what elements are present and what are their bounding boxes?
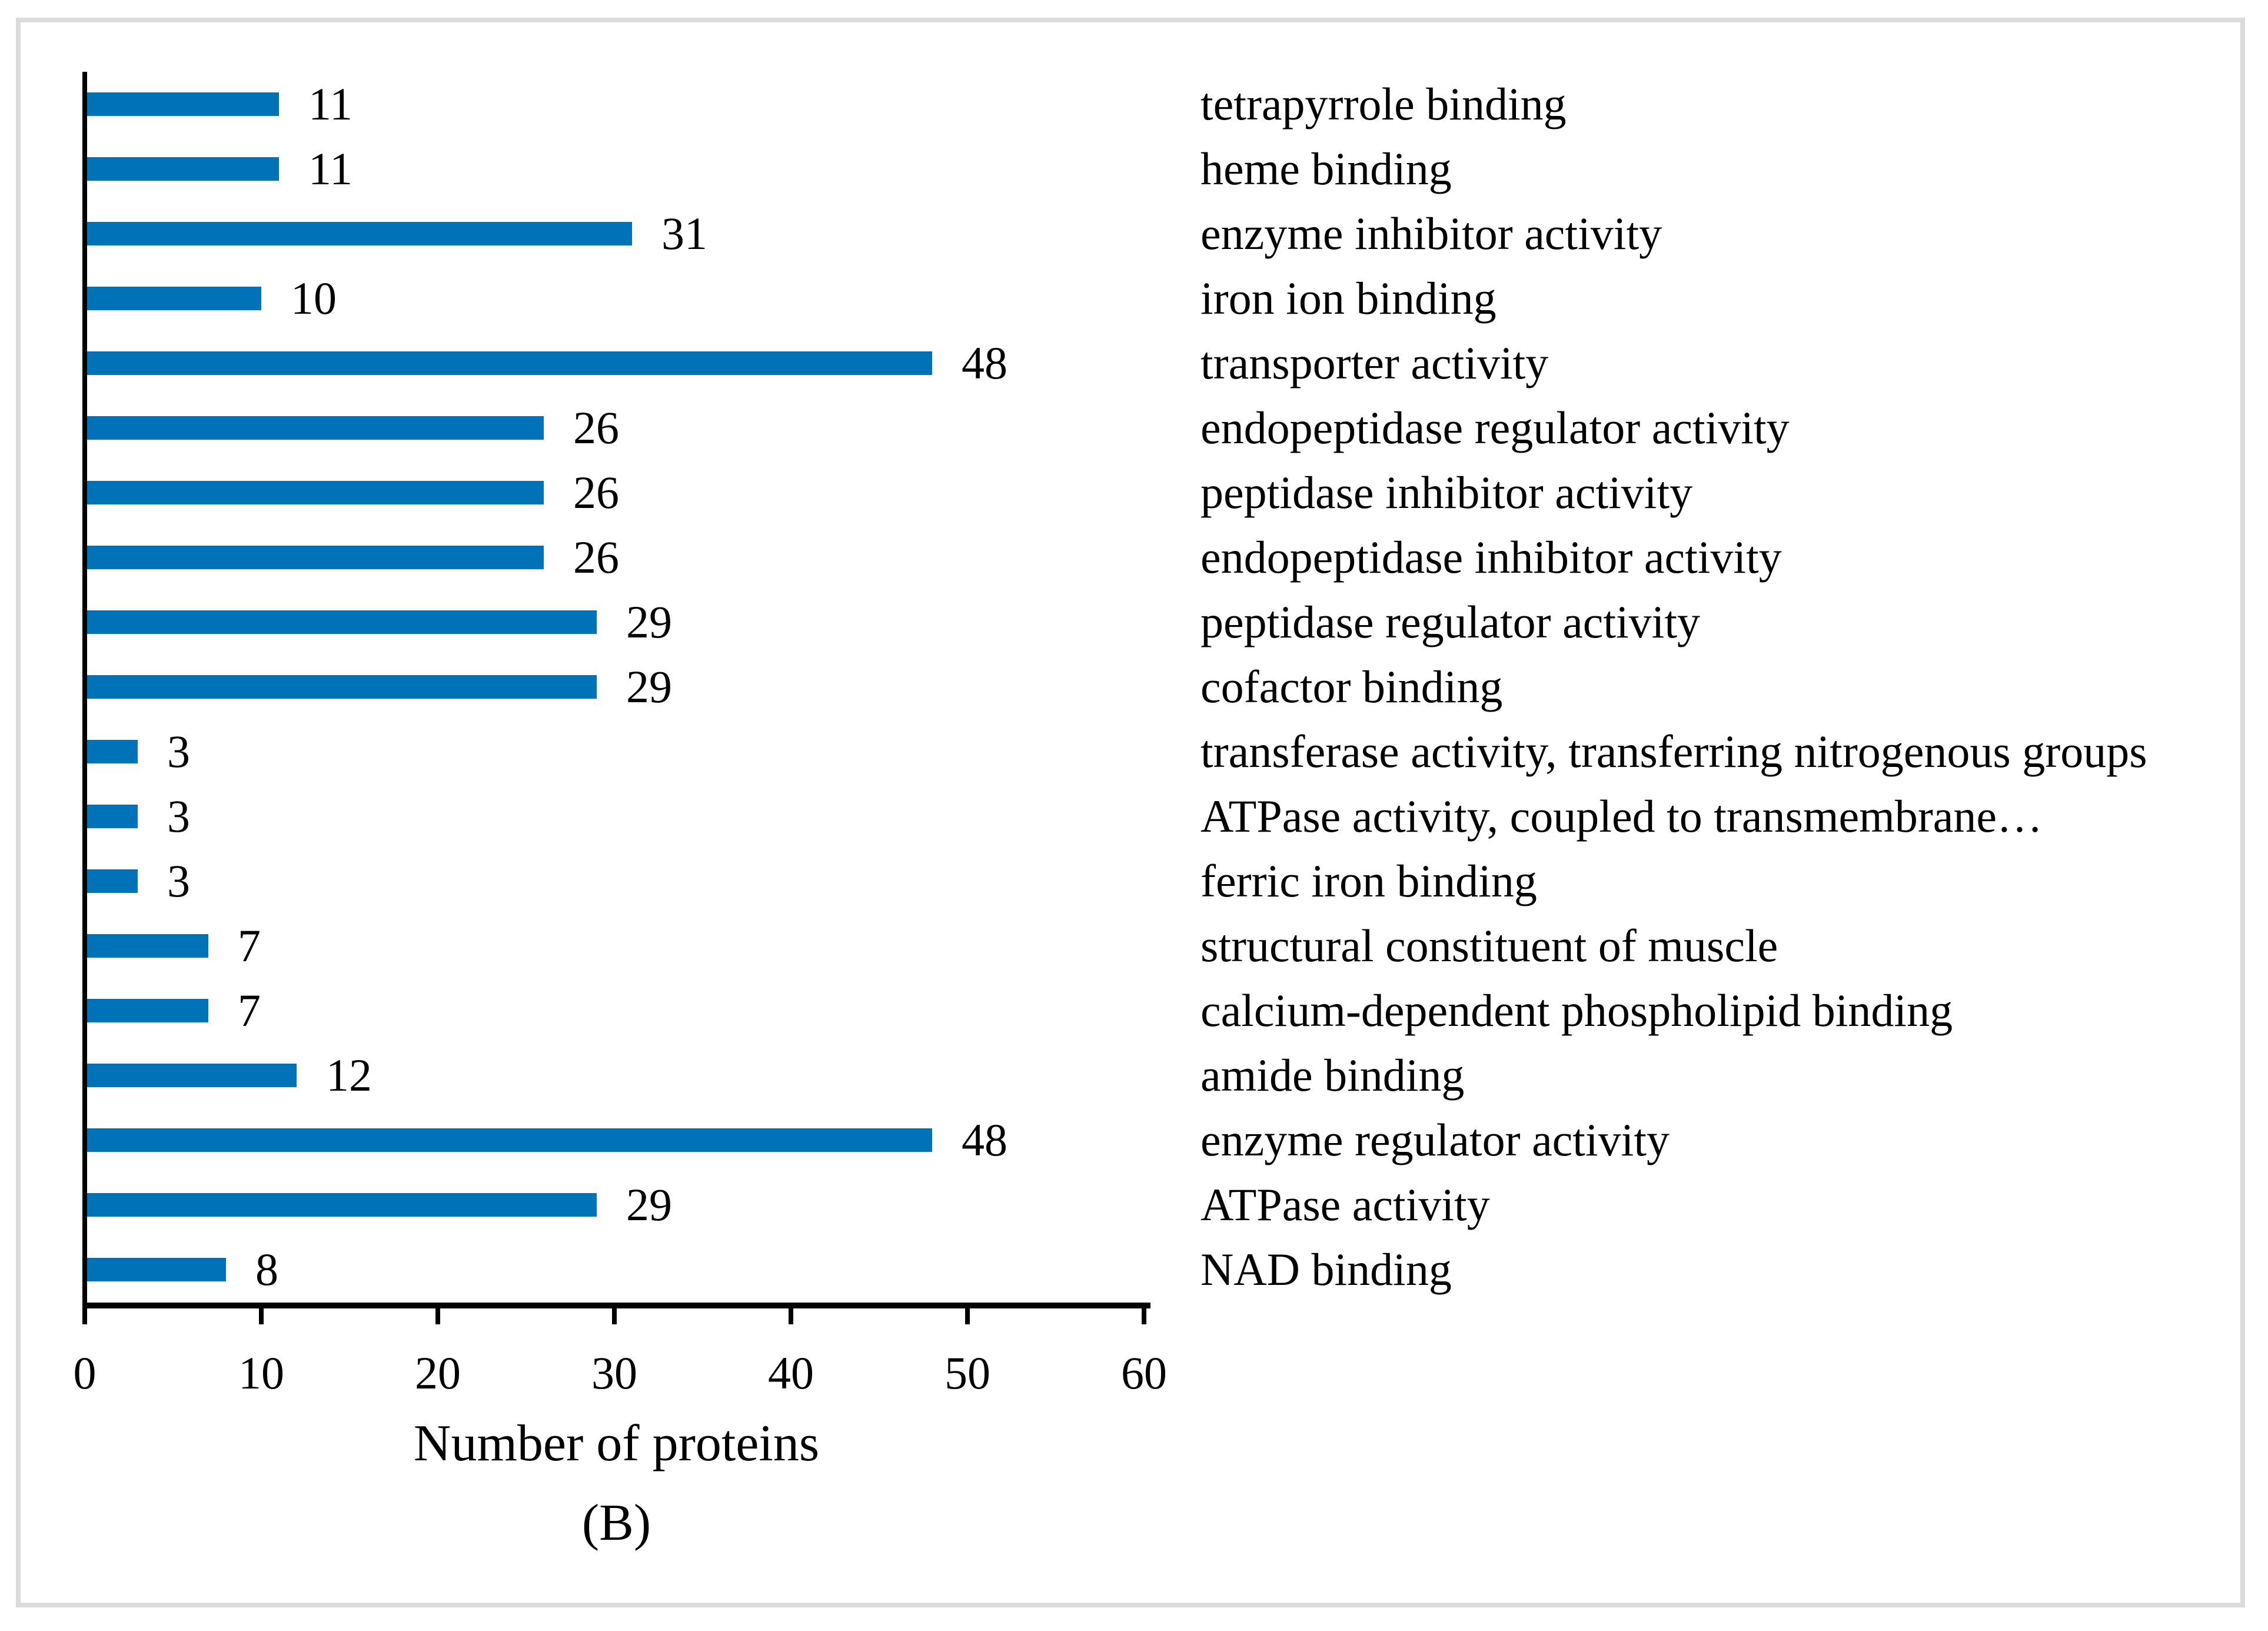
x-axis-line xyxy=(82,1303,1150,1308)
category-label: NAD binding xyxy=(1200,1244,1452,1295)
bar xyxy=(87,1258,226,1281)
x-axis-tick-label: 60 xyxy=(1121,1347,1167,1399)
bar xyxy=(87,222,632,245)
bar-value-label: 48 xyxy=(962,1114,1007,1165)
bar xyxy=(87,999,208,1022)
bar xyxy=(87,92,279,116)
bar-value-label: 11 xyxy=(308,143,353,194)
x-axis-tick xyxy=(82,1308,87,1324)
x-axis-tick-label: 40 xyxy=(768,1347,814,1399)
bar xyxy=(87,287,261,310)
bar-value-label: 26 xyxy=(573,467,619,518)
bar xyxy=(87,546,544,569)
bar xyxy=(87,481,544,504)
bar-row: 29 xyxy=(87,1172,1205,1237)
bar-value-label: 48 xyxy=(962,337,1007,388)
category-label: transferase activity, transferring nitro… xyxy=(1200,726,2147,777)
bar xyxy=(87,351,932,375)
category-label: endopeptidase inhibitor activity xyxy=(1200,532,1782,583)
x-axis-tick-label: 30 xyxy=(591,1347,637,1399)
x-axis-tick xyxy=(965,1308,970,1324)
bar-row: 29 xyxy=(87,655,1205,719)
x-axis-title: Number of proteins xyxy=(413,1415,820,1472)
category-label: cofactor binding xyxy=(1200,661,1503,712)
bar-value-label: 10 xyxy=(291,273,337,324)
bar xyxy=(87,1128,932,1152)
category-label: enzyme inhibitor activity xyxy=(1200,208,1662,259)
bar-value-label: 31 xyxy=(661,208,707,259)
category-label: enzyme regulator activity xyxy=(1200,1114,1670,1165)
x-axis-tick-label: 0 xyxy=(73,1347,97,1399)
bar-row: 29 xyxy=(87,590,1205,655)
x-axis-tick xyxy=(789,1308,793,1324)
panel-label: (B) xyxy=(581,1494,651,1552)
bar-row: 48 xyxy=(87,331,1205,396)
x-axis-tick xyxy=(435,1308,440,1324)
bar-row: 7 xyxy=(87,978,1205,1043)
x-axis-tick-label: 20 xyxy=(415,1347,461,1399)
y-axis-line xyxy=(82,72,87,1308)
bar-value-label: 29 xyxy=(626,661,672,712)
bar xyxy=(87,157,279,181)
category-label: heme binding xyxy=(1200,143,1452,194)
bar-value-label: 11 xyxy=(308,78,353,129)
bar-row: 7 xyxy=(87,914,1205,978)
category-label: ferric iron binding xyxy=(1200,855,1537,906)
bar-row: 12 xyxy=(87,1043,1205,1108)
bar xyxy=(87,740,138,763)
bar-value-label: 26 xyxy=(573,532,619,583)
bar xyxy=(87,805,138,828)
bar-row: 3 xyxy=(87,849,1205,914)
bar xyxy=(87,1193,597,1217)
category-label: peptidase inhibitor activity xyxy=(1200,467,1693,518)
bar-row: 11 xyxy=(87,137,1205,201)
bar-value-label: 3 xyxy=(167,726,190,777)
bar-row: 8 xyxy=(87,1237,1205,1302)
x-axis-tick xyxy=(612,1308,617,1324)
bar xyxy=(87,610,597,634)
bar-row: 26 xyxy=(87,396,1205,460)
category-label: tetrapyrrole binding xyxy=(1200,78,1567,129)
bar xyxy=(87,869,138,893)
bar-series: 11 11 31 10 48 26 26 26 29 29 3 3 3 7 7 12 48 29 8 xyxy=(87,72,1205,1302)
x-axis-tick-label: 10 xyxy=(238,1347,284,1399)
category-labels: tetrapyrrole binding heme binding enzyme i… xyxy=(1200,72,2260,1302)
category-label: ATPase activity xyxy=(1200,1179,1490,1230)
x-axis-title-wrap: Number of proteins xyxy=(82,1415,1150,1473)
bar-value-label: 8 xyxy=(255,1244,278,1295)
bar xyxy=(87,416,544,440)
bar-row: 3 xyxy=(87,719,1205,784)
bar-row: 11 xyxy=(87,72,1205,137)
bar-value-label: 3 xyxy=(167,855,190,906)
x-axis-tick xyxy=(259,1308,264,1324)
bar-row: 3 xyxy=(87,784,1205,849)
bar-row: 26 xyxy=(87,525,1205,590)
bar-value-label: 7 xyxy=(238,920,261,971)
bar xyxy=(87,1064,297,1087)
bar-row: 10 xyxy=(87,266,1205,331)
category-label: endopeptidase regulator activity xyxy=(1200,402,1790,453)
figure-frame xyxy=(16,18,2245,1607)
bar-row: 48 xyxy=(87,1108,1205,1172)
bar-value-label: 26 xyxy=(573,402,619,453)
x-axis-tick-label: 50 xyxy=(945,1347,990,1399)
bar xyxy=(87,675,597,699)
bar-value-label: 7 xyxy=(238,985,261,1036)
category-label: ATPase activity, coupled to transmembran… xyxy=(1200,790,2043,842)
category-label: amide binding xyxy=(1200,1049,1465,1101)
bar-value-label: 3 xyxy=(167,790,190,842)
bar xyxy=(87,934,208,958)
bar-row: 26 xyxy=(87,460,1205,525)
category-label: calcium-dependent phospholipid binding xyxy=(1200,985,1953,1036)
bar-value-label: 29 xyxy=(626,596,672,647)
category-label: iron ion binding xyxy=(1200,273,1497,324)
bar-value-label: 29 xyxy=(626,1179,672,1230)
bar-row: 31 xyxy=(87,201,1205,266)
x-axis-tick xyxy=(1142,1308,1146,1324)
bar-value-label: 12 xyxy=(326,1049,372,1101)
category-label: transporter activity xyxy=(1200,337,1549,388)
category-label: structural constituent of muscle xyxy=(1200,920,1778,971)
category-label: peptidase regulator activity xyxy=(1200,596,1701,647)
